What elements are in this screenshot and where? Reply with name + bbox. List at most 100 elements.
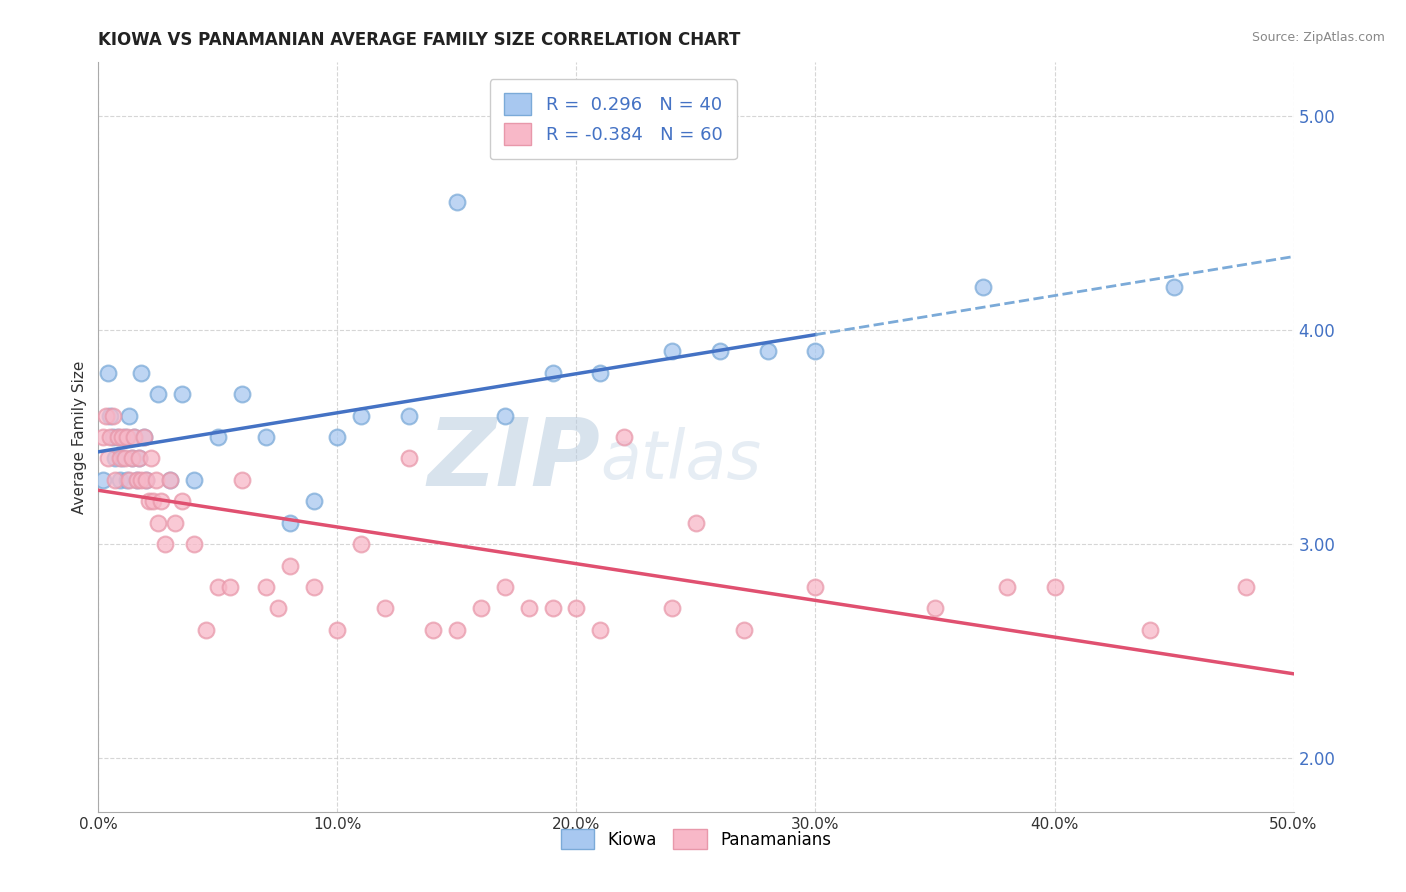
Point <box>124 430 146 444</box>
Point <box>326 430 349 444</box>
Point <box>183 537 205 551</box>
Point <box>135 473 157 487</box>
Point <box>159 473 181 487</box>
Point <box>446 623 468 637</box>
Point <box>138 494 160 508</box>
Point <box>494 409 516 423</box>
Point <box>494 580 516 594</box>
Point <box>350 537 373 551</box>
Point <box>207 580 229 594</box>
Point <box>685 516 707 530</box>
Point <box>278 558 301 573</box>
Point <box>589 623 612 637</box>
Point <box>159 473 181 487</box>
Point <box>589 366 612 380</box>
Point <box>756 344 779 359</box>
Point <box>107 430 129 444</box>
Point <box>374 601 396 615</box>
Point <box>101 409 124 423</box>
Point <box>302 580 325 594</box>
Point <box>155 537 177 551</box>
Point <box>124 430 146 444</box>
Point <box>148 516 170 530</box>
Point <box>326 623 349 637</box>
Point <box>139 451 162 466</box>
Point <box>115 430 138 444</box>
Point <box>661 344 683 359</box>
Point <box>104 451 127 466</box>
Point <box>350 409 373 423</box>
Point <box>128 451 150 466</box>
Point <box>108 451 131 466</box>
Point <box>132 430 155 444</box>
Point <box>804 580 827 594</box>
Text: ZIP: ZIP <box>427 414 600 506</box>
Point <box>995 580 1018 594</box>
Point <box>1043 580 1066 594</box>
Point <box>98 430 122 444</box>
Point <box>131 473 153 487</box>
Point <box>118 409 141 423</box>
Point <box>111 451 134 466</box>
Point <box>219 580 242 594</box>
Point <box>114 451 136 466</box>
Point <box>148 387 170 401</box>
Point <box>115 473 138 487</box>
Point <box>804 344 827 359</box>
Point <box>91 430 114 444</box>
Legend: Kiowa, Panamanians: Kiowa, Panamanians <box>554 822 838 855</box>
Point <box>163 516 186 530</box>
Point <box>398 409 420 423</box>
Point <box>924 601 946 615</box>
Point <box>422 623 444 637</box>
Point <box>98 409 122 423</box>
Point <box>709 344 731 359</box>
Point <box>104 473 127 487</box>
Point <box>128 451 150 466</box>
Point <box>111 430 134 444</box>
Point <box>517 601 540 615</box>
Point <box>470 601 492 615</box>
Point <box>132 430 155 444</box>
Point <box>97 451 120 466</box>
Y-axis label: Average Family Size: Average Family Size <box>72 360 87 514</box>
Point <box>149 494 172 508</box>
Point <box>142 494 165 508</box>
Text: atlas: atlas <box>600 426 762 492</box>
Point <box>183 473 205 487</box>
Point <box>446 194 468 209</box>
Point <box>101 430 124 444</box>
Point <box>145 473 167 487</box>
Point <box>114 430 136 444</box>
Text: Source: ZipAtlas.com: Source: ZipAtlas.com <box>1251 31 1385 45</box>
Point <box>125 473 148 487</box>
Point <box>541 601 564 615</box>
Point <box>302 494 325 508</box>
Point <box>121 451 143 466</box>
Point <box>565 601 588 615</box>
Point <box>254 430 277 444</box>
Point <box>1139 623 1161 637</box>
Point <box>254 580 277 594</box>
Point <box>541 366 564 380</box>
Point <box>131 366 153 380</box>
Point <box>1163 280 1185 294</box>
Point <box>1234 580 1257 594</box>
Point <box>108 473 131 487</box>
Point <box>972 280 994 294</box>
Point <box>94 409 117 423</box>
Point <box>107 430 129 444</box>
Text: KIOWA VS PANAMANIAN AVERAGE FAMILY SIZE CORRELATION CHART: KIOWA VS PANAMANIAN AVERAGE FAMILY SIZE … <box>98 31 741 49</box>
Point <box>613 430 636 444</box>
Point <box>195 623 218 637</box>
Point <box>97 366 120 380</box>
Point <box>267 601 290 615</box>
Point <box>231 387 253 401</box>
Point <box>121 451 143 466</box>
Point <box>172 494 194 508</box>
Point <box>231 473 253 487</box>
Point <box>661 601 683 615</box>
Point <box>118 473 141 487</box>
Point <box>135 473 157 487</box>
Point <box>172 387 194 401</box>
